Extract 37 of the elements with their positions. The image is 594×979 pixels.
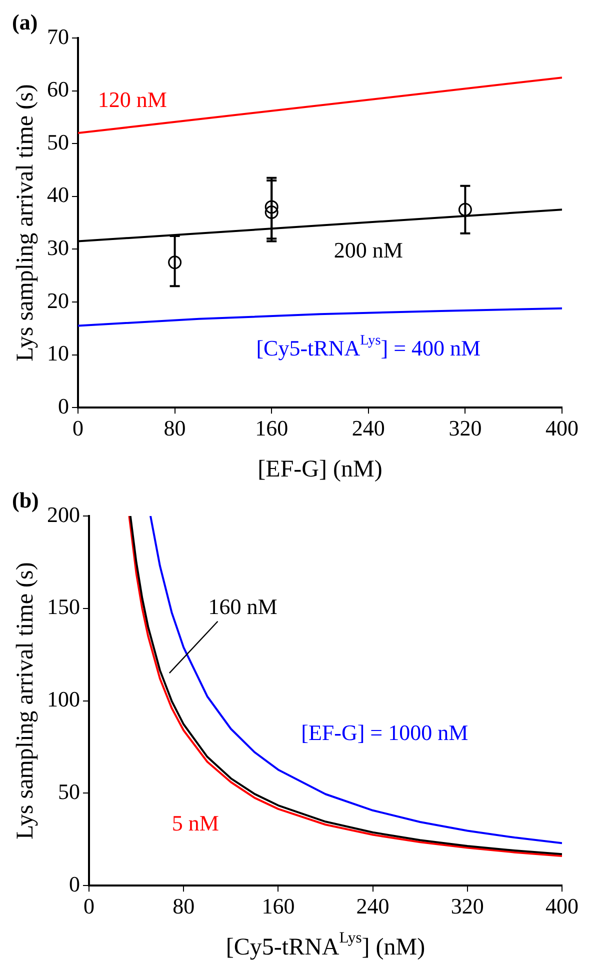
- text: 160 nM: [208, 594, 278, 620]
- chart-title: (a): [12, 10, 38, 35]
- series-label: 5 nM: [172, 810, 219, 836]
- y-tick-label: 50: [47, 129, 69, 154]
- y-tick-label: 0: [58, 393, 69, 418]
- y-tick-label: 100: [47, 686, 80, 712]
- y-axis-title: Lys sampling arrival time (s): [12, 84, 38, 362]
- point: [458, 202, 472, 216]
- series-label: 120 nM: [98, 87, 167, 112]
- x-tick-label: 160: [262, 894, 295, 919]
- x-tick-label: 320: [450, 894, 484, 919]
- y-tick-label: 50: [58, 778, 80, 804]
- chart-title: (b): [12, 488, 39, 513]
- y-tick-label: 200: [47, 502, 80, 527]
- y-tick-label: 0: [69, 871, 80, 896]
- y-tick-label: 10: [47, 340, 69, 366]
- y-tick-label: 30: [47, 234, 69, 260]
- y-tick-label: 60: [47, 76, 69, 102]
- x-tick-label: 400: [546, 894, 578, 919]
- x-tick-label: 240: [352, 416, 385, 441]
- point: [264, 205, 278, 219]
- series-label: 200 nM: [334, 238, 403, 263]
- x-tick-label: 80: [172, 894, 195, 919]
- x-tick-label: 400: [546, 416, 578, 441]
- y-axis-title: Lys sampling arrival time (s): [12, 562, 38, 840]
- y-tick-label: 20: [47, 288, 69, 313]
- y-tick-label: 40: [47, 182, 69, 208]
- point: [168, 256, 182, 270]
- y-tick-label: 150: [47, 594, 80, 620]
- x-tick-label: 320: [448, 416, 482, 441]
- y-tick-label: 70: [47, 24, 69, 49]
- x-tick-label: 80: [164, 416, 186, 441]
- series-label: [EF-G] = 1000 nM: [301, 720, 468, 745]
- x-tick-label: 160: [255, 416, 288, 441]
- x-tick-label: 240: [356, 894, 390, 919]
- x-axis-title: [EF-G] (nM): [258, 456, 382, 482]
- point: [264, 200, 278, 214]
